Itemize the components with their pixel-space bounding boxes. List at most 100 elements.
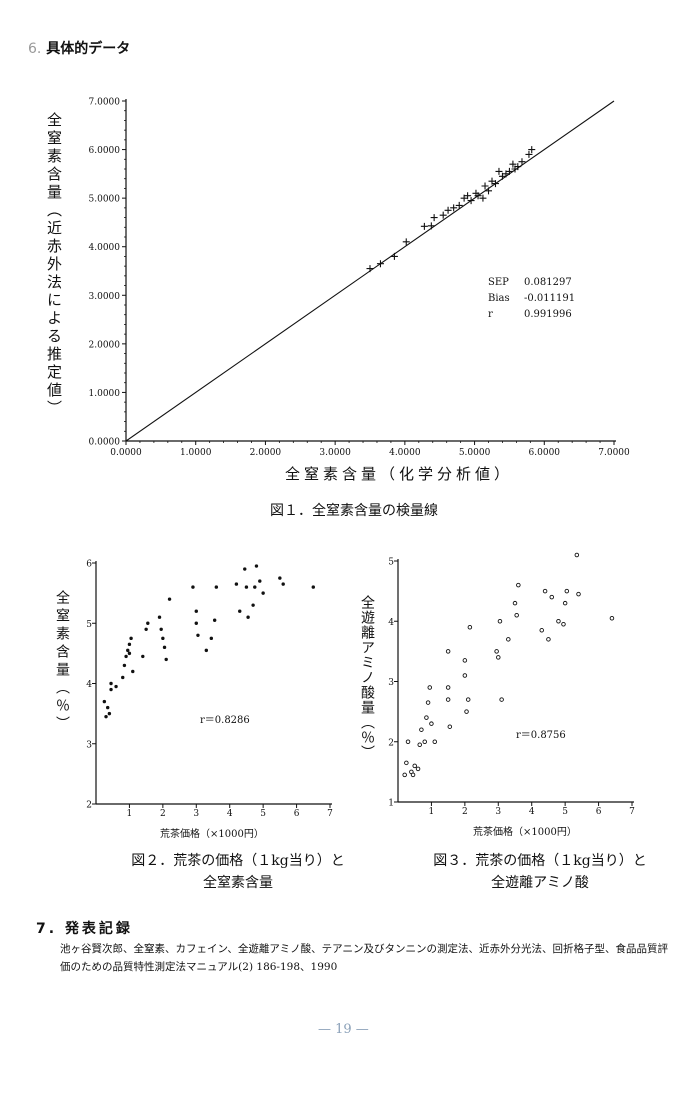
data-point [546, 637, 551, 642]
data-point [141, 654, 145, 659]
section-number: 7. [36, 921, 58, 937]
correlation-label: r＝0.8756 [516, 730, 566, 741]
data-point [204, 648, 209, 653]
data-point [131, 669, 135, 674]
section-title: 具体的データ [46, 41, 131, 57]
data-point [246, 615, 250, 619]
y-tick-label: 5 [86, 620, 92, 630]
data-point [497, 618, 503, 624]
data-point [424, 715, 429, 720]
y-tick-label: 1.0000 [89, 389, 121, 399]
data-point [542, 588, 548, 594]
y-tick-label: 7.0000 [89, 98, 121, 108]
y-tick-label: 6.0000 [89, 146, 121, 156]
data-point [114, 684, 118, 689]
x-tick-label: 4 [227, 809, 233, 819]
data-point [127, 642, 132, 647]
fig3-ylabel: 全遊離アミノ酸量（％） [359, 595, 375, 760]
data-point [422, 739, 427, 744]
data-point [191, 585, 195, 589]
data-point [564, 588, 570, 594]
x-tick-label: 7 [629, 807, 635, 817]
data-point [425, 700, 431, 705]
x-tick-label: 2.0000 [250, 448, 282, 458]
data-point [376, 260, 384, 268]
fig2-chart: 1 2 3 4 5 6 7 2 3 4 5 6 r＝0.8286 [86, 560, 333, 820]
data-point [525, 150, 533, 158]
data-point [430, 214, 438, 222]
x-tick-label: 3 [495, 807, 501, 817]
fig2-xlabel: 荒茶価格（×1000円） [160, 829, 264, 840]
data-point [258, 579, 262, 583]
data-point [402, 772, 407, 778]
x-tick-label: 5 [260, 809, 266, 819]
x-tick-label: 6 [596, 807, 602, 817]
data-point [144, 627, 148, 631]
data-point [479, 194, 487, 202]
page-number: — 19 — [318, 1022, 369, 1037]
data-point [419, 727, 424, 732]
data-point [127, 651, 132, 656]
data-point [528, 146, 536, 154]
y-tick-label: 2 [86, 801, 92, 811]
fig3-caption-line2: 全遊離アミノ酸 [491, 875, 589, 891]
data-point [445, 697, 451, 702]
data-point [485, 187, 493, 195]
fig3-xlabel: 荒茶価格（×1000円） [473, 827, 577, 838]
data-point [238, 609, 242, 613]
stat-value: -0.011191 [524, 293, 576, 304]
stat-sep: SEP 0.081297 [488, 275, 575, 291]
data-point [420, 222, 428, 230]
data-point [556, 618, 561, 624]
data-point [214, 585, 219, 589]
data-point [445, 685, 451, 690]
data-point [109, 687, 113, 692]
data-point [465, 697, 471, 702]
data-point [539, 628, 544, 633]
data-point [429, 721, 434, 726]
data-point [509, 160, 517, 168]
data-point [404, 760, 409, 766]
y-tick-label: 5.0000 [89, 195, 121, 205]
data-point [439, 211, 447, 219]
data-point [512, 600, 518, 606]
data-point [455, 201, 463, 209]
data-point [464, 192, 472, 200]
data-point [278, 576, 282, 580]
data-point [124, 654, 128, 659]
data-point [574, 552, 580, 558]
data-point [253, 585, 257, 589]
data-point [445, 649, 451, 654]
data-point [467, 625, 473, 630]
section-title: 発表記録 [64, 921, 133, 937]
data-point [167, 597, 172, 601]
data-point [417, 742, 422, 748]
correlation-label: r＝0.8286 [200, 715, 250, 726]
data-point [194, 621, 198, 625]
x-tick-label: 3.0000 [319, 448, 351, 458]
data-point [464, 709, 469, 714]
data-point [562, 600, 568, 606]
data-point [106, 705, 110, 710]
data-point [444, 206, 452, 214]
data-point [102, 699, 107, 704]
data-point [514, 612, 519, 618]
y-tick-label: 5 [388, 558, 394, 568]
data-point [281, 582, 285, 586]
data-point [126, 648, 130, 653]
y-tick-label: 4 [86, 680, 92, 690]
x-tick-label: 7 [327, 809, 333, 819]
data-point [427, 685, 433, 690]
data-point [244, 585, 249, 589]
data-point [162, 645, 167, 650]
fig1-stats: SEP 0.081297 Bias -0.011191 r 0.991996 [488, 275, 575, 323]
data-point [518, 158, 526, 166]
data-point [261, 591, 265, 595]
data-point [481, 182, 489, 190]
data-point [447, 724, 453, 729]
fig2-caption-line2: 全窒素含量 [203, 875, 273, 891]
stat-key: r [488, 309, 493, 320]
x-tick-label: 6.0000 [529, 448, 561, 458]
data-point [209, 636, 214, 641]
x-tick-label: 5 [562, 807, 568, 817]
